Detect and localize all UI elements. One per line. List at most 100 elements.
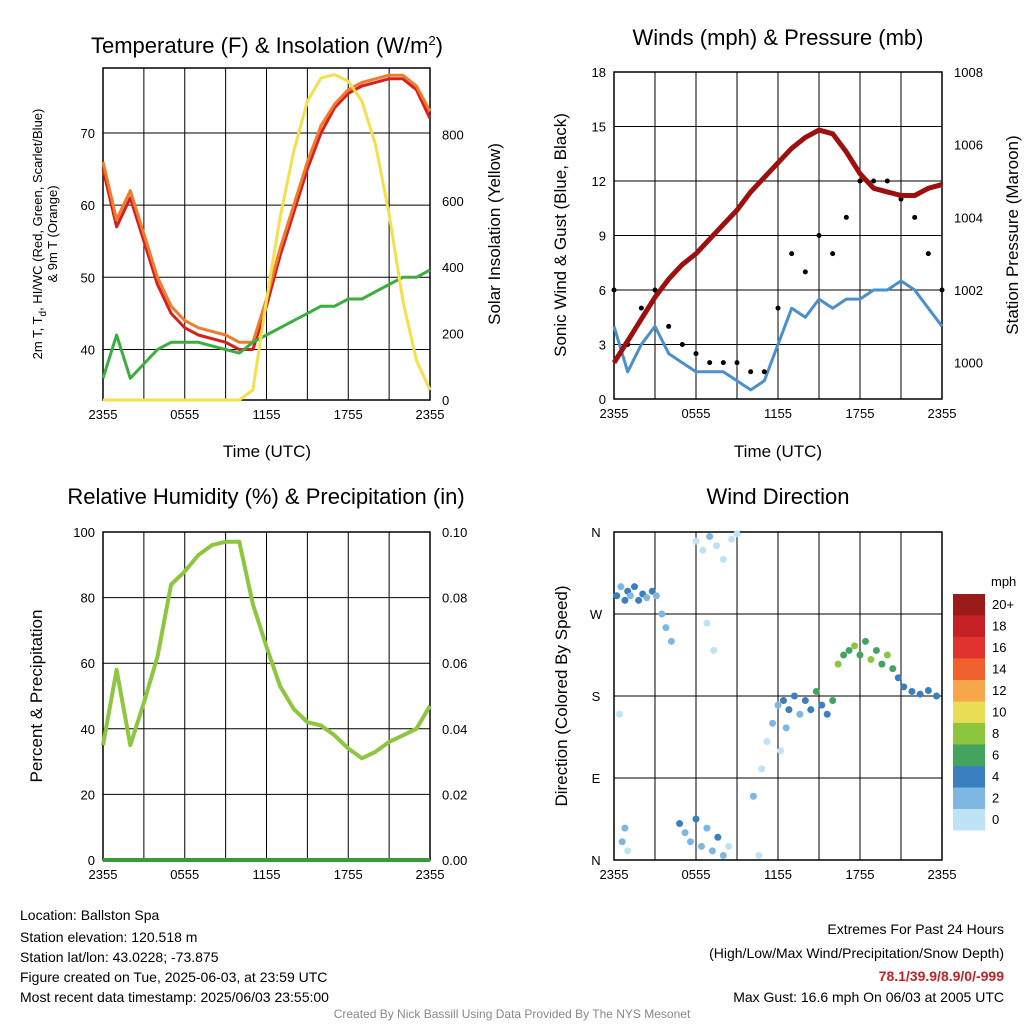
- x-tick-label: 1755: [846, 867, 875, 882]
- wind-direction-point: [785, 706, 793, 714]
- series-line: [101, 539, 432, 761]
- credit-line: Created By Nick Bassill Using Data Provi…: [334, 1007, 691, 1021]
- temperature-title: Temperature (F) & Insolation (W/m2): [91, 33, 443, 58]
- series-line: [101, 268, 431, 380]
- wind-direction-point: [861, 637, 869, 645]
- wind-direction-point: [851, 642, 859, 650]
- humidity-ticks: 2355 0555 1155 1755 23550204060801000.000.02…: [73, 525, 467, 882]
- wind-direction-point: [856, 651, 864, 659]
- gust-point: [830, 251, 836, 257]
- panel-temperature: Temperature (F) & Insolation (W/m2) 2355…: [30, 33, 504, 461]
- x-tick-label: 1155: [253, 407, 281, 422]
- wind-direction-point: [763, 738, 771, 746]
- panel-winds: Winds (mph) & Pressure (mb) 2355 0555 1155…: [551, 25, 1022, 461]
- humidity-title: Relative Humidity (%) & Precipitation (i…: [67, 484, 464, 509]
- y-tick-label: E: [592, 771, 601, 786]
- x-tick-label: 1755: [334, 407, 363, 422]
- legend-swatch: [953, 766, 985, 788]
- gust-point: [775, 305, 781, 311]
- wind-direction-point: [703, 619, 711, 627]
- wind-direction-point: [692, 537, 700, 545]
- extremes-values: 78.1/39.9/8.9/0/-999: [879, 968, 1005, 984]
- legend-swatch: [953, 594, 985, 616]
- wind-direction-point: [676, 820, 684, 828]
- series-line: [612, 279, 944, 392]
- wind-direction-point: [617, 583, 625, 591]
- y2-tick-label: 0.06: [442, 656, 467, 671]
- legend-label: 12: [992, 683, 1006, 698]
- wind-direction-point: [652, 592, 660, 600]
- wind-direction-point: [916, 690, 924, 698]
- y2-tick-label: 0.04: [442, 722, 467, 737]
- y2-tick-label: 0.08: [442, 591, 467, 606]
- y-tick-label: 60: [81, 198, 95, 213]
- winds-series: [611, 127, 945, 392]
- y2-tick-label: 800: [442, 127, 464, 142]
- wind-direction-point: [867, 656, 875, 664]
- y2-tick-label: 1000: [954, 356, 983, 371]
- wind-direction-point: [790, 692, 798, 700]
- wind-direction-point: [635, 596, 643, 604]
- legend-label: 6: [992, 748, 999, 763]
- wind-direction-point: [774, 701, 782, 709]
- extremes-title: Extremes For Past 24 Hours: [827, 921, 1004, 937]
- temperature-xlabel: Time (UTC): [223, 442, 311, 461]
- wind-direction-point: [667, 637, 675, 645]
- y-tick-label: 0: [599, 392, 606, 407]
- wind-direction-point: [889, 665, 897, 673]
- y-tick-label: 80: [81, 591, 95, 606]
- x-tick-label: 0555: [170, 867, 199, 882]
- wind-direction-point: [615, 710, 623, 718]
- gust-point: [843, 214, 849, 220]
- gust-point: [611, 287, 617, 293]
- wind-direction-point: [662, 624, 670, 632]
- y-tick-label: 3: [599, 338, 606, 353]
- gust-point: [761, 369, 767, 375]
- wind-direction-point: [643, 594, 651, 602]
- gust-point: [720, 360, 726, 366]
- x-tick-label: 1155: [764, 867, 792, 882]
- footer-location: Location: Ballston Spa: [20, 907, 160, 923]
- wind-direction-point: [621, 824, 629, 832]
- y-tick-label: 18: [592, 65, 606, 80]
- wind-direction-point: [681, 829, 689, 837]
- y-tick-label: 6: [599, 283, 606, 298]
- footer-created: Figure created on Tue, 2025-06-03, at 23…: [20, 969, 327, 985]
- wind-direction-ylabel: Direction (Colored By Speed): [552, 585, 571, 806]
- legend-label: 16: [992, 640, 1006, 655]
- y-tick-label: 100: [73, 525, 95, 540]
- wind-direction-point: [933, 692, 941, 700]
- wind-direction-point: [710, 646, 718, 654]
- panel-wind-direction: Wind Direction 2355 0555 1155 1755 2355NESWN…: [552, 484, 1016, 882]
- x-tick-label: 2355: [416, 867, 445, 882]
- legend-swatch: [953, 723, 985, 745]
- wind-direction-point: [706, 533, 714, 541]
- y2-tick-label: 400: [442, 260, 464, 275]
- wind-direction-point: [749, 792, 757, 800]
- y2-tick-label: 0.02: [442, 787, 467, 802]
- x-tick-label: 1755: [846, 406, 875, 421]
- x-tick-label: 0555: [682, 867, 711, 882]
- y-tick-label: 60: [81, 656, 95, 671]
- legend-swatch: [953, 809, 985, 831]
- panel-humidity: Relative Humidity (%) & Precipitation (i…: [27, 484, 467, 882]
- wind-direction-grid: [614, 532, 942, 860]
- x-tick-label: 2355: [89, 407, 118, 422]
- wind-direction-point: [692, 815, 700, 823]
- y-tick-label: 0: [88, 853, 95, 868]
- wind-direction-point: [812, 687, 820, 695]
- temperature-series: [101, 73, 432, 402]
- x-tick-label: 2355: [600, 867, 629, 882]
- x-tick-label: 1155: [764, 406, 792, 421]
- winds-ticks: 2355 0555 1155 1755 235503691215181000100210…: [592, 65, 983, 421]
- temperature-ylabel-2: & 9m T (Orange): [45, 185, 60, 282]
- legend-swatch: [953, 701, 985, 723]
- wind-direction-point: [779, 697, 787, 705]
- y-tick-label: 12: [592, 174, 606, 189]
- wind-direction-point: [648, 587, 656, 595]
- gust-point: [707, 360, 713, 366]
- wind-direction-point: [613, 592, 621, 600]
- gust-point: [652, 287, 658, 293]
- x-tick-label: 1755: [334, 867, 363, 882]
